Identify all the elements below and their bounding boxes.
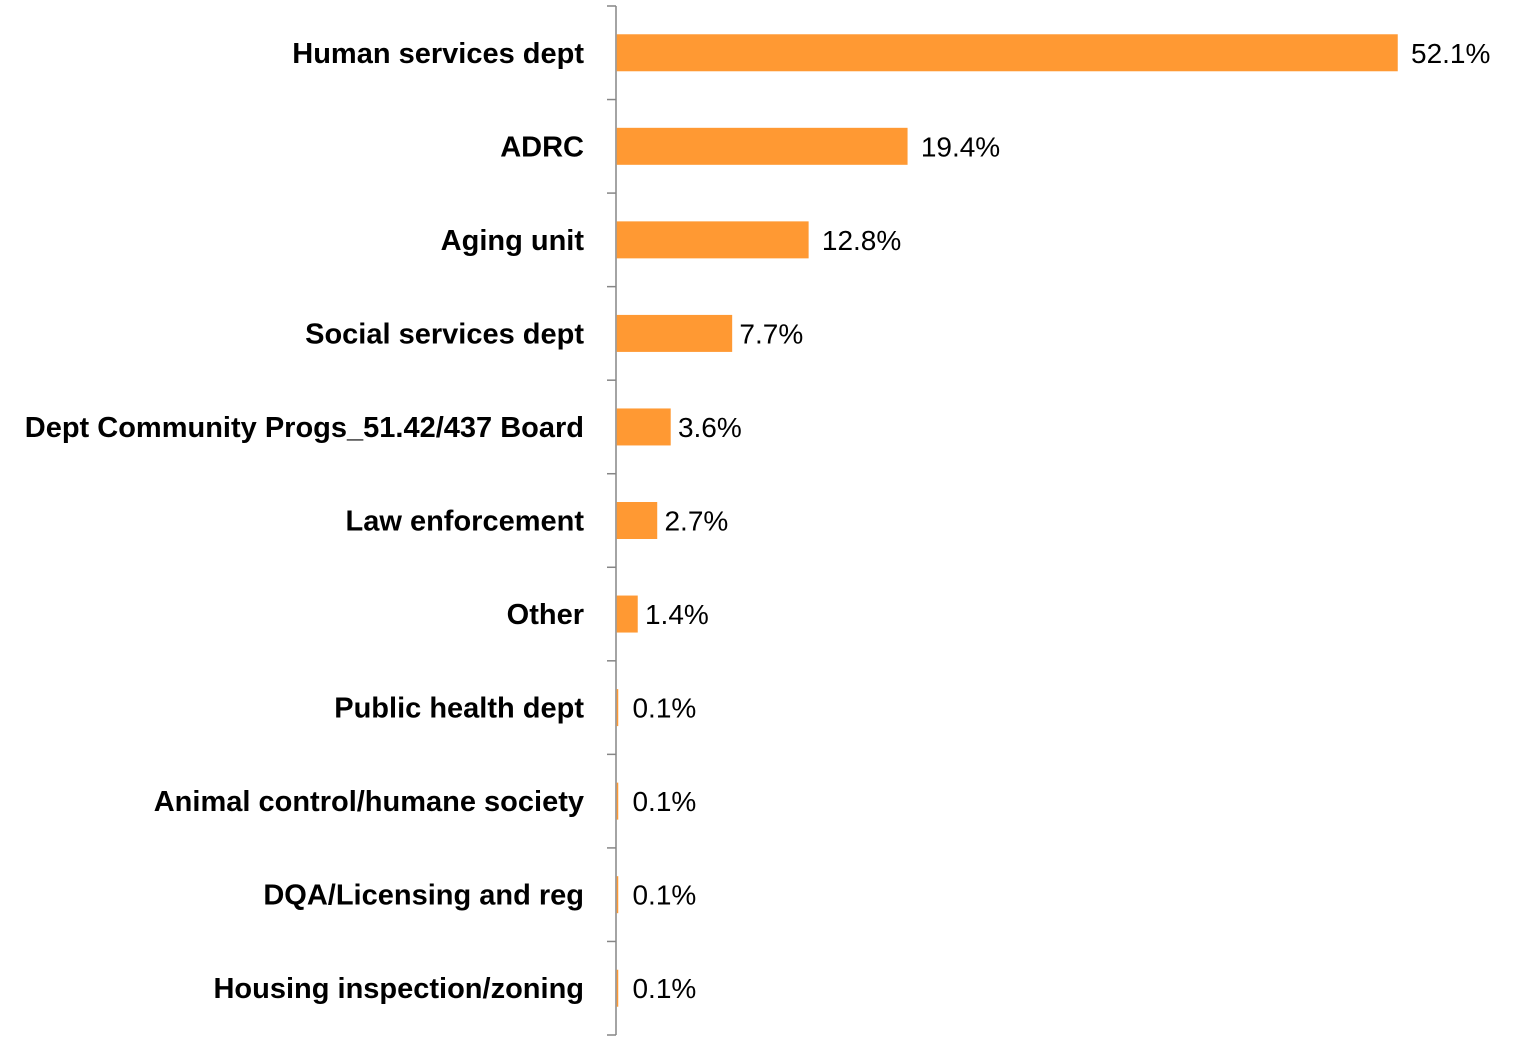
category-label: Public health dept — [334, 693, 584, 725]
category-label: Housing inspection/zoning — [213, 973, 584, 1005]
value-label: 0.1% — [632, 973, 696, 1004]
value-label: 52.1% — [1411, 38, 1490, 69]
bar — [616, 969, 619, 1007]
category-label: ADRC — [500, 131, 584, 163]
value-label: 7.7% — [739, 318, 803, 349]
category-label: Human services dept — [292, 38, 584, 70]
value-label: 2.7% — [664, 506, 728, 537]
value-label: 19.4% — [921, 131, 1000, 162]
category-label: Animal control/humane society — [154, 786, 584, 818]
bar — [616, 127, 908, 165]
labels-layer: Human services dept 52.1% ADRC 19.4% Aging u… — [25, 38, 1491, 1005]
axis-layer — [607, 5, 617, 1036]
bar — [616, 502, 658, 539]
category-label: Social services dept — [305, 318, 584, 350]
bar — [616, 221, 809, 259]
bar — [616, 689, 619, 727]
bar — [616, 782, 619, 820]
value-label: 0.1% — [632, 786, 696, 817]
category-label: DQA/Licensing and reg — [263, 880, 584, 912]
value-label: 1.4% — [645, 599, 709, 630]
bar — [616, 34, 1398, 72]
bar — [616, 876, 619, 914]
category-label: Dept Community Progs_51.42/437 Board — [25, 412, 584, 444]
bar — [616, 408, 671, 446]
bars-layer — [616, 34, 1398, 1007]
value-label: 0.1% — [632, 880, 696, 911]
category-label: Law enforcement — [346, 506, 585, 538]
category-label: Aging unit — [441, 225, 585, 257]
bar — [616, 595, 638, 633]
bar — [616, 314, 733, 352]
category-label: Other — [507, 599, 584, 631]
value-label: 3.6% — [678, 412, 742, 443]
value-label: 12.8% — [822, 225, 901, 256]
value-label: 0.1% — [632, 693, 696, 724]
